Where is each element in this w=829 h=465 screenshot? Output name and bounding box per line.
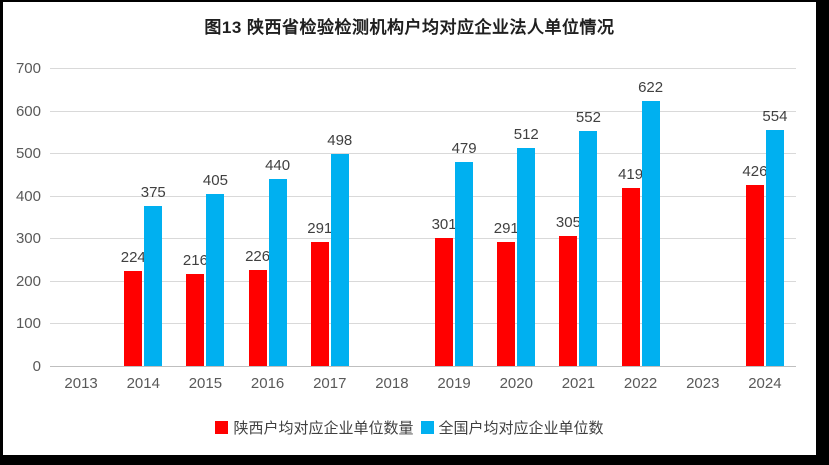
data-label-national-2022: 622 xyxy=(638,79,664,97)
data-label-national-2015: 405 xyxy=(202,171,228,189)
x-tick-label: 2020 xyxy=(499,375,533,392)
gridline xyxy=(50,153,796,155)
legend-swatch-icon xyxy=(420,421,434,434)
x-tick-label: 2019 xyxy=(437,375,471,392)
data-label-shaanxi-2014: 224 xyxy=(120,248,146,266)
x-tick-label: 2013 xyxy=(64,375,98,392)
bar-shaanxi-2015 xyxy=(186,274,205,366)
bar-national-2017 xyxy=(330,154,349,366)
bar-shaanxi-2019 xyxy=(435,237,454,366)
x-tick-label: 2023 xyxy=(686,375,720,392)
bar-national-2022 xyxy=(641,101,660,366)
data-label-shaanxi-2021: 305 xyxy=(555,214,581,232)
legend: 陕西户均对应企业单位数量 全国户均对应企业单位数 xyxy=(3,417,816,438)
bar-shaanxi-2014 xyxy=(124,270,143,366)
data-label-national-2020: 512 xyxy=(513,126,539,144)
x-tick-label: 2021 xyxy=(561,375,596,392)
gridline xyxy=(50,110,796,112)
legend-item-shaanxi: 陕西户均对应企业单位数量 xyxy=(215,417,414,438)
bar-shaanxi-2017 xyxy=(310,242,329,366)
bar-national-2020 xyxy=(517,148,536,366)
x-tick-label: 2017 xyxy=(313,375,347,392)
x-tick-label: 2018 xyxy=(375,375,409,392)
gridline xyxy=(50,68,796,69)
bar-national-2014 xyxy=(144,206,163,366)
bar-shaanxi-2021 xyxy=(559,236,578,366)
data-label-shaanxi-2022: 419 xyxy=(618,165,644,183)
x-tick-label: 2024 xyxy=(748,375,782,392)
x-tick-label: 2022 xyxy=(623,375,658,392)
y-tick-label: 600 xyxy=(15,102,41,120)
x-axis: 2013 2014 2015 2016 2017 2018 2019 2020 2021 2022… xyxy=(50,375,796,395)
data-label-shaanxi-2015: 216 xyxy=(182,252,208,270)
legend-item-national: 全国户均对应企业单位数 xyxy=(420,417,604,438)
data-label-national-2017: 498 xyxy=(327,132,353,149)
y-tick-label: 200 xyxy=(15,272,41,290)
data-label-shaanxi-2020: 291 xyxy=(493,220,519,238)
y-axis: 0 100 200 300 400 500 600 700 xyxy=(3,60,41,375)
data-label-national-2014: 375 xyxy=(140,184,166,202)
legend-label: 陕西户均对应企业单位数量 xyxy=(233,420,414,437)
y-tick-label: 300 xyxy=(15,230,41,248)
y-tick-label: 100 xyxy=(15,315,41,333)
bar-shaanxi-2024 xyxy=(745,184,764,366)
data-label-shaanxi-2017: 291 xyxy=(307,220,333,238)
bar-national-2024 xyxy=(765,130,784,366)
data-label-national-2021: 552 xyxy=(575,109,601,127)
bar-national-2015 xyxy=(206,193,225,366)
gridline xyxy=(50,195,796,197)
y-tick-label: 500 xyxy=(15,145,41,163)
data-label-shaanxi-2016: 226 xyxy=(245,247,271,265)
bar-national-2016 xyxy=(268,178,287,366)
plot-area: 224 216 226 291 301 291 305 419 426 375 405 440 498 4… xyxy=(50,68,796,367)
bar-shaanxi-2016 xyxy=(248,269,267,366)
data-label-shaanxi-2024: 426 xyxy=(742,162,768,180)
data-label-national-2016: 440 xyxy=(265,156,291,174)
bar-national-2019 xyxy=(455,162,474,366)
x-axis-line xyxy=(50,366,796,367)
y-tick-label: 0 xyxy=(32,358,41,375)
x-tick-label: 2014 xyxy=(126,375,160,392)
bar-national-2021 xyxy=(579,131,598,366)
gridline xyxy=(50,280,796,282)
gridline xyxy=(50,323,796,325)
y-tick-label: 700 xyxy=(15,60,41,77)
data-label-national-2024: 554 xyxy=(762,108,788,126)
gridline xyxy=(50,238,796,240)
x-tick-label: 2015 xyxy=(188,375,223,392)
legend-label: 全国户均对应企业单位数 xyxy=(438,420,604,437)
legend-swatch-icon xyxy=(215,421,229,434)
y-tick-label: 400 xyxy=(15,187,41,205)
bar-shaanxi-2020 xyxy=(497,242,516,366)
x-tick-label: 2016 xyxy=(250,375,285,392)
bar-shaanxi-2022 xyxy=(621,187,640,366)
chart-title: 图13 陕西省检验检测机构户均对应企业法人单位情况 xyxy=(204,18,615,37)
data-label-national-2019: 479 xyxy=(451,140,477,158)
data-label-shaanxi-2019: 301 xyxy=(431,215,457,233)
chart-canvas: 图13 陕西省检验检测机构户均对应企业法人单位情况 0 100 200 300 400 5… xyxy=(3,2,816,455)
